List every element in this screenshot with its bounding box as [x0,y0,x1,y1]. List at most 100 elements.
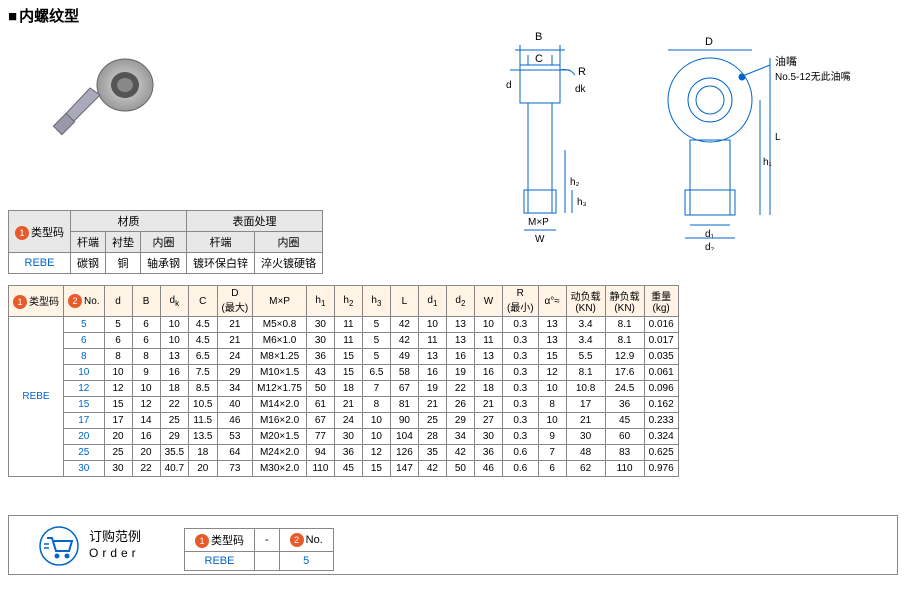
spec-cell: 19 [446,365,474,381]
spec-cell: 30 [306,317,334,333]
spec-cell: 46 [217,413,253,429]
svg-text:B: B [535,31,542,43]
spec-cell: 0.3 [502,429,538,445]
spec-cell: 60 [605,429,644,445]
spec-cell: 35 [418,445,446,461]
spec-cell: 0.6 [502,445,538,461]
spec-header: 动负载(KN) [566,286,605,317]
spec-cell: 10 [474,317,502,333]
table-row: 666104.521M6×1.030115421113110.3133.48.1… [9,333,679,349]
spec-cell: 18 [334,381,362,397]
spec-cell: 5 [362,349,390,365]
spec-cell: 90 [390,413,418,429]
spec-cell: 0.976 [644,461,678,477]
spec-header: α°≈ [538,286,566,317]
spec-header: dk [160,286,188,317]
svg-text:h₂: h₂ [570,177,580,188]
spec-cell[interactable]: 20 [64,429,105,445]
spec-cell: 21 [217,317,253,333]
svg-text:dk: dk [575,84,587,95]
spec-cell: 16 [474,365,502,381]
table-row: 1515122210.540M14×2.061218812126210.3817… [9,397,679,413]
spec-cell: 20 [132,445,160,461]
spec-cell: 0.162 [644,397,678,413]
spec-cell: 110 [605,461,644,477]
spec-cell: 40 [217,397,253,413]
svg-text:h₃: h₃ [577,197,587,208]
spec-cell: 10 [362,429,390,445]
spec-cell: 13 [160,349,188,365]
spec-header: 重量(kg) [644,286,678,317]
spec-cell: M6×1.0 [253,333,307,349]
spec-cell[interactable]: 25 [64,445,105,461]
spec-cell: 8.5 [189,381,217,397]
spec-cell: 26 [446,397,474,413]
spec-cell[interactable]: 12 [64,381,105,397]
spec-cell: 0.3 [502,397,538,413]
spec-cell: 8 [104,349,132,365]
spec-cell: 17 [566,397,605,413]
spec-cell: M30×2.0 [253,461,307,477]
badge-1: 1 [15,226,29,240]
spec-header: d [104,286,132,317]
spec-cell: 4.5 [189,333,217,349]
spec-cell[interactable]: 5 [64,317,105,333]
spec-cell: 8.1 [605,317,644,333]
spec-cell: 5 [362,333,390,349]
spec-cell[interactable]: 10 [64,365,105,381]
spec-cell[interactable]: 6 [64,333,105,349]
spec-cell: 10 [418,317,446,333]
spec-cell: 5 [362,317,390,333]
spec-cell: 48 [566,445,605,461]
spec-cell: 12 [362,445,390,461]
spec-cell: 6.5 [362,365,390,381]
spec-header: h3 [362,286,390,317]
spec-cell: M10×1.5 [253,365,307,381]
spec-cell[interactable]: 17 [64,413,105,429]
spec-cell: 0.324 [644,429,678,445]
spec-header: C [189,286,217,317]
spec-cell: 147 [390,461,418,477]
spec-cell[interactable]: 30 [64,461,105,477]
spec-cell[interactable]: 15 [64,397,105,413]
spec-cell: 104 [390,429,418,445]
spec-cell: 22 [160,397,188,413]
spec-cell: 24 [217,349,253,365]
spec-cell[interactable]: 8 [64,349,105,365]
spec-cell: 42 [418,461,446,477]
spec-cell: 5 [104,317,132,333]
table-row: 30302240.72073M30×2.011045151474250460.6… [9,461,679,477]
spec-cell: 13 [446,333,474,349]
type-code-cell[interactable]: REBE [9,317,64,477]
spec-cell: 24 [334,413,362,429]
spec-cell: 8.1 [566,365,605,381]
spec-cell: 7.5 [189,365,217,381]
spec-cell: M20×1.5 [253,429,307,445]
spec-cell: 126 [390,445,418,461]
spec-cell: 42 [446,445,474,461]
spec-cell: 94 [306,445,334,461]
spec-cell: 14 [132,413,160,429]
table-row: 121210188.534M12×1.7550187671922180.3101… [9,381,679,397]
spec-cell: 42 [390,333,418,349]
svg-text:C: C [535,53,543,65]
table-row: 10109167.529M10×1.543156.5581619160.3128… [9,365,679,381]
spec-cell: 13 [538,317,566,333]
type-code-link[interactable]: REBE [9,253,71,274]
spec-cell: 10.8 [566,381,605,397]
spec-cell: 6 [132,317,160,333]
svg-text:No.5-12无此油嘴: No.5-12无此油嘴 [775,70,851,83]
spec-cell: 0.6 [502,461,538,477]
spec-cell: 0.233 [644,413,678,429]
spec-cell: 34 [446,429,474,445]
spec-cell: 10 [160,317,188,333]
spec-cell: 25 [104,445,132,461]
svg-text:d₂: d₂ [705,242,715,250]
spec-cell: 36 [474,445,502,461]
spec-cell: 0.3 [502,381,538,397]
spec-cell: 20 [104,429,132,445]
order-title: 订购范例 [89,526,141,545]
spec-cell: 67 [306,413,334,429]
spec-cell: 25 [160,413,188,429]
spec-cell: 28 [418,429,446,445]
